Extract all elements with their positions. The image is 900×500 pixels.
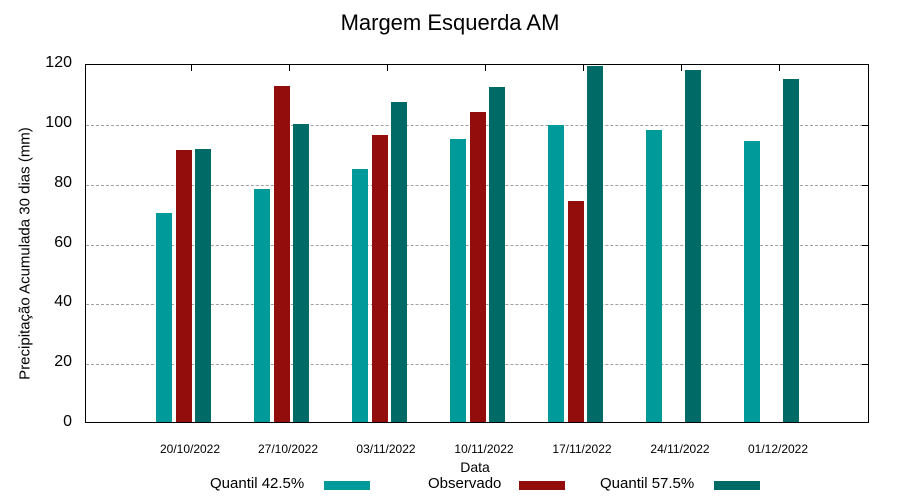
bar-observado	[175, 149, 192, 422]
bar-observado	[567, 200, 584, 422]
legend-label: Observado	[428, 475, 502, 492]
legend-swatch	[714, 481, 760, 490]
bar-quantil-57-5-	[293, 123, 309, 422]
y-tick-mark	[862, 184, 868, 186]
x-tick-label: 20/10/2022	[159, 442, 221, 456]
bar-quantil-42-5-	[450, 138, 466, 422]
x-tick-mark	[583, 65, 584, 71]
y-tick-label: 60	[54, 233, 72, 251]
legend-swatch	[324, 481, 370, 490]
bar-observado	[371, 134, 388, 422]
bar-quantil-42-5-	[646, 129, 662, 422]
x-tick-mark	[387, 65, 388, 71]
bar-quantil-42-5-	[254, 188, 270, 422]
bar-quantil-57-5-	[587, 66, 603, 422]
bar-quantil-42-5-	[352, 168, 368, 422]
bar-quantil-42-5-	[156, 213, 172, 422]
y-tick-mark	[862, 304, 868, 306]
legend-label: Quantil 57.5%	[600, 475, 695, 492]
bar-quantil-42-5-	[744, 140, 760, 422]
bar-quantil-57-5-	[489, 86, 505, 422]
x-tick-mark	[191, 65, 192, 71]
bar-quantil-57-5-	[685, 69, 701, 422]
x-tick-label: 17/11/2022	[552, 442, 612, 456]
x-tick-mark	[485, 65, 486, 71]
y-tick-label: 120	[45, 54, 72, 71]
x-tick-mark	[289, 65, 290, 71]
y-tick-label: 0	[63, 413, 72, 430]
bar-observado	[273, 86, 290, 422]
legend-swatch	[519, 481, 565, 490]
y-tick-mark	[862, 124, 868, 126]
y-tick-mark	[862, 244, 868, 246]
x-axis-label: Data	[460, 459, 490, 475]
y-tick-mark	[862, 364, 868, 366]
x-tick-mark	[681, 65, 682, 71]
x-tick-label: 24/11/2022	[650, 442, 710, 456]
bar-quantil-57-5-	[391, 101, 407, 422]
y-tick-label: 80	[54, 173, 72, 191]
x-tick-label: 27/10/2022	[257, 442, 319, 456]
y-tick-label: 20	[54, 353, 72, 371]
x-tick-mark	[779, 65, 780, 71]
bar-quantil-57-5-	[195, 148, 211, 422]
plot-area	[85, 64, 869, 423]
chart-title: Margem Esquerda AM	[340, 10, 560, 35]
bar-quantil-57-5-	[783, 78, 799, 422]
bar-observado	[469, 111, 486, 422]
x-tick-label: 01/12/2022	[747, 442, 809, 456]
y-tick-label: 40	[54, 293, 72, 311]
y-tick-label: 100	[45, 113, 72, 131]
x-tick-label: 03/11/2022	[356, 442, 416, 456]
legend-label: Quantil 42.5%	[210, 475, 305, 492]
x-tick-label: 10/11/2022	[454, 442, 514, 456]
bar-quantil-42-5-	[548, 124, 564, 422]
